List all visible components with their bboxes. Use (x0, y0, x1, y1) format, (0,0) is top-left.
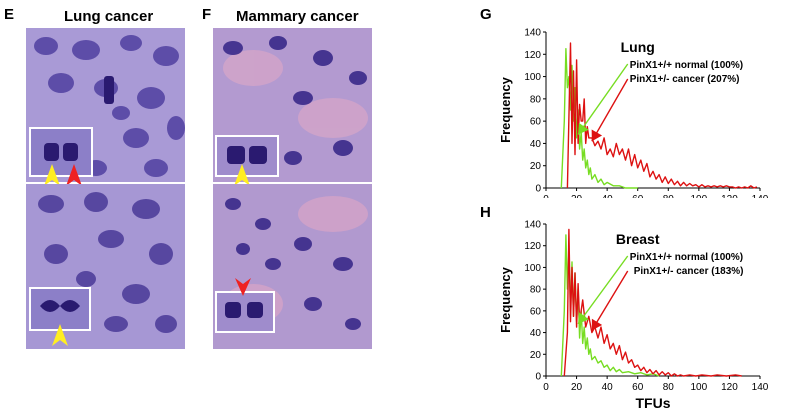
legend-cancer: PinX1+/- cancer (207%) (630, 74, 740, 85)
chart-g: 0 20 40 60 80 100 120 140 0 20 40 60 80 100 120 140 Freq… (498, 28, 769, 199)
y-tick-label: 60 (530, 306, 542, 317)
x-tick-label: 80 (663, 382, 675, 393)
chart-title: Breast (616, 231, 660, 247)
tissue-image-mammary-bottom (213, 184, 372, 349)
tissue-image-lung-top (26, 28, 185, 182)
y-tick-label: 80 (530, 285, 542, 296)
micrograph-mammary-top (213, 28, 372, 182)
tissue-image-mammary-top (213, 28, 372, 182)
x-tick-label: 120 (721, 194, 738, 198)
y-tick-label: 20 (530, 161, 542, 172)
y-tick-label: 0 (535, 372, 541, 383)
series-line-cancer (566, 42, 758, 189)
x-tick-label: 40 (602, 194, 614, 198)
y-tick-label: 0 (535, 184, 541, 195)
y-tick-label: 20 (530, 350, 542, 361)
arrow-normal-head-icon (578, 122, 589, 135)
panel-label-e: E (4, 6, 15, 23)
panel-label-g: G (480, 6, 492, 23)
y-axis-label: Frequency (498, 76, 513, 143)
red-arrow-icon (235, 278, 251, 296)
y-tick-label: 80 (530, 94, 542, 105)
y-tick-label: 120 (524, 241, 541, 252)
yellow-arrow-icon (234, 164, 250, 186)
yellow-arrow-icon (52, 324, 68, 346)
arrow-normal-shaft (577, 255, 629, 325)
y-tick-label: 40 (530, 328, 542, 339)
legend-normal: PinX1+/+ normal (100%) (630, 60, 743, 71)
arrow-cancer-head-icon (591, 318, 603, 331)
x-tick-label: 60 (632, 382, 644, 393)
series-line-cancer (563, 228, 742, 377)
y-tick-label: 140 (524, 220, 541, 231)
x-axis-label: TFUs (636, 395, 671, 411)
x-tick-label: 60 (632, 194, 644, 198)
tissue-image-lung-bottom (26, 184, 185, 349)
x-tick-label: 100 (691, 194, 708, 198)
x-tick-label: 100 (691, 382, 708, 393)
red-arrow-icon (66, 164, 82, 186)
y-axis-label: Frequency (498, 266, 513, 333)
x-tick-label: 80 (663, 194, 675, 198)
micrograph-lung-bottom (26, 184, 185, 349)
panel-label-f: F (202, 6, 212, 23)
legend-cancer: PinX1+/- cancer (183%) (634, 266, 744, 277)
micrograph-lung-top (26, 28, 185, 182)
x-tick-label: 0 (543, 194, 549, 198)
chart-title: Lung (621, 39, 655, 55)
x-tick-label: 140 (752, 382, 769, 393)
arrow-normal-shaft (577, 63, 629, 135)
arrow-normal-head-icon (578, 312, 589, 324)
legend-normal: PinX1+/+ normal (100%) (630, 252, 743, 263)
arrow-pair-lung-top (44, 164, 82, 186)
panel-label-h: H (480, 204, 491, 221)
y-tick-label: 120 (524, 50, 541, 61)
panel-title-e: Lung cancer (64, 8, 154, 25)
arrow-cancer-shaft (591, 78, 629, 142)
x-tick-label: 20 (571, 194, 583, 198)
x-tick-label: 20 (571, 382, 583, 393)
arrow-mammary-top (234, 164, 250, 186)
panel-title-f: Mammary cancer (236, 8, 359, 25)
y-tick-label: 60 (530, 117, 542, 128)
y-tick-label: 100 (524, 263, 541, 274)
yellow-arrow-icon (44, 164, 60, 186)
inset-box (29, 127, 93, 177)
inset-box (215, 135, 279, 177)
arrow-cancer-head-icon (591, 129, 603, 142)
micrograph-mammary-bottom (213, 184, 372, 349)
x-tick-label: 120 (721, 382, 738, 393)
series-line-normal (560, 48, 638, 189)
arrow-cancer-shaft (591, 270, 629, 331)
x-tick-label: 40 (602, 382, 614, 393)
x-tick-label: 140 (752, 194, 769, 198)
chart-h: 0 20 40 60 80 100 120 140 0 20 40 60 80 100 120 140 Freq… (498, 220, 769, 412)
y-tick-label: 140 (524, 28, 541, 39)
y-tick-label: 40 (530, 139, 542, 150)
inset-box (29, 287, 91, 331)
y-tick-label: 100 (524, 72, 541, 83)
x-tick-label: 0 (543, 382, 549, 393)
inset-box (215, 291, 275, 333)
